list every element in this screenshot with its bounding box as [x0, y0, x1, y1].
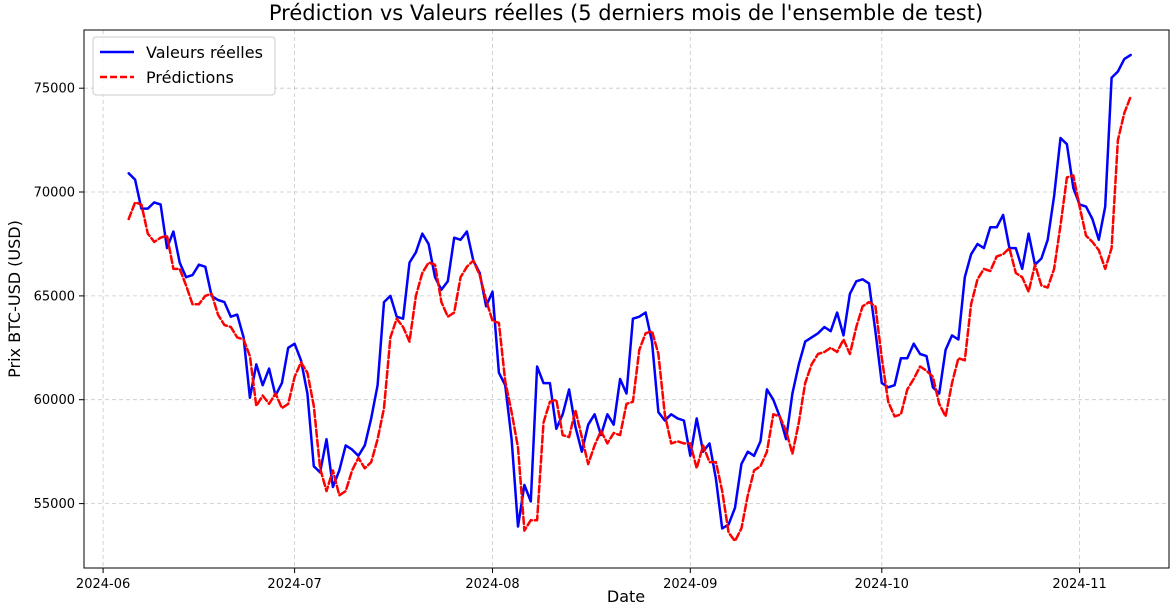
plot-frame — [83, 29, 1170, 569]
y-tick-label: 75000 — [34, 82, 75, 97]
x-axis-label: Date — [607, 587, 645, 606]
actual-values-line — [127, 53, 1132, 530]
predictions-line — [127, 95, 1132, 543]
x-tick-label: 2024-10 — [855, 577, 909, 592]
chart-title: Prédiction vs Valeurs réelles (5 dernier… — [269, 1, 983, 25]
x-tick-label: 2024-11 — [1052, 577, 1106, 592]
y-tick-label: 55000 — [34, 497, 75, 512]
series-lines — [127, 53, 1132, 543]
y-axis-label: Prix BTC-USD (USD) — [5, 220, 24, 378]
y-tick-label: 60000 — [34, 393, 75, 408]
legend-label-actual: Valeurs réelles — [146, 43, 263, 62]
x-tick-label: 2024-07 — [267, 577, 321, 592]
y-axis-ticks: 55000 60000 65000 70000 75000 — [34, 82, 84, 512]
y-tick-label: 70000 — [34, 186, 75, 201]
grid — [84, 30, 1169, 568]
legend: Valeurs réelles Prédictions — [92, 36, 276, 96]
x-tick-label: 2024-08 — [465, 577, 519, 592]
actual-values-points — [128, 54, 1131, 529]
predictions-points — [128, 96, 1131, 542]
legend-box — [92, 36, 276, 96]
x-axis-ticks: 2024-06 2024-07 2024-08 2024-09 2024-10 2024-… — [76, 568, 1107, 592]
legend-label-predictions: Prédictions — [146, 68, 234, 87]
x-tick-label: 2024-09 — [663, 577, 717, 592]
y-tick-label: 65000 — [34, 289, 75, 304]
x-tick-label: 2024-06 — [76, 577, 130, 592]
